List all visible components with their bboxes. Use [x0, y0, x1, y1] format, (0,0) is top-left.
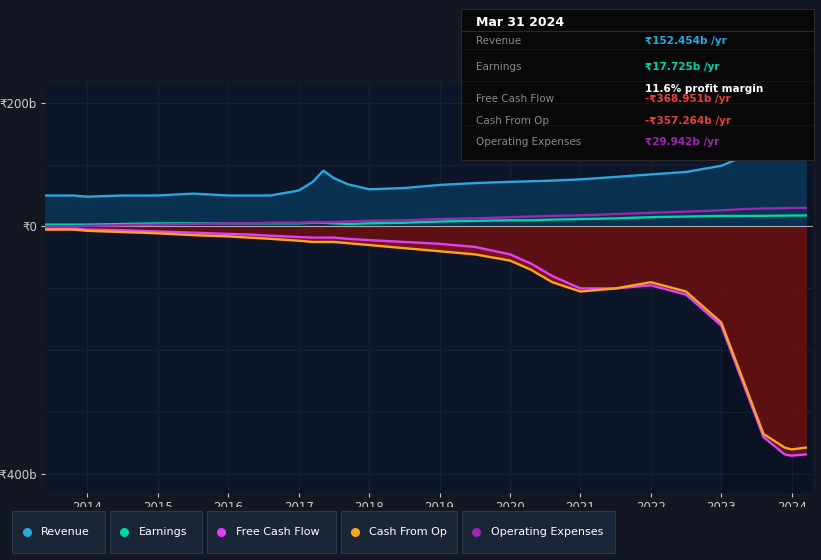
- Text: Cash From Op: Cash From Op: [475, 115, 548, 125]
- Text: ₹152.454b /yr: ₹152.454b /yr: [645, 36, 727, 46]
- Text: Free Cash Flow: Free Cash Flow: [236, 527, 319, 537]
- Text: ₹17.725b /yr: ₹17.725b /yr: [645, 62, 719, 72]
- Text: Free Cash Flow: Free Cash Flow: [475, 94, 553, 104]
- Text: Revenue: Revenue: [475, 36, 521, 46]
- Text: ₹29.942b /yr: ₹29.942b /yr: [645, 138, 719, 147]
- FancyBboxPatch shape: [341, 511, 457, 553]
- Bar: [721, 84, 813, 493]
- Text: Earnings: Earnings: [475, 62, 521, 72]
- Text: Operating Expenses: Operating Expenses: [475, 138, 580, 147]
- Text: Operating Expenses: Operating Expenses: [491, 527, 603, 537]
- Text: Revenue: Revenue: [41, 527, 90, 537]
- FancyBboxPatch shape: [109, 511, 202, 553]
- Text: Mar 31 2024: Mar 31 2024: [475, 16, 564, 29]
- Text: -₹357.264b /yr: -₹357.264b /yr: [645, 115, 731, 125]
- FancyBboxPatch shape: [12, 511, 105, 553]
- Text: 11.6% profit margin: 11.6% profit margin: [645, 84, 764, 94]
- FancyBboxPatch shape: [207, 511, 336, 553]
- Text: Earnings: Earnings: [139, 527, 187, 537]
- FancyBboxPatch shape: [462, 511, 615, 553]
- Text: Cash From Op: Cash From Op: [369, 527, 447, 537]
- Text: -₹368.951b /yr: -₹368.951b /yr: [645, 94, 731, 104]
